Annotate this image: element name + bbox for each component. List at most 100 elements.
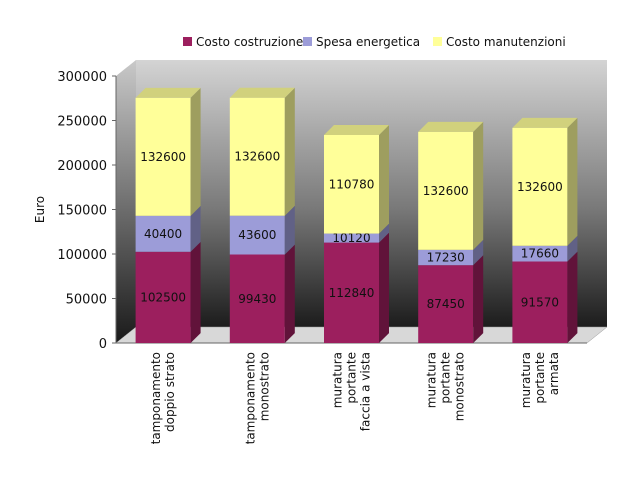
bar-segment xyxy=(512,235,578,262)
data-label: 17660 xyxy=(521,247,559,261)
legend-label: Spesa energetica xyxy=(316,35,420,49)
y-axis: 0 50000 100000 150000 200000 250000 300000 Euro xyxy=(33,70,117,352)
bar-segment xyxy=(229,244,295,343)
bar-side xyxy=(190,205,201,252)
x-category-line: muratura xyxy=(425,352,439,408)
bar-segment xyxy=(229,87,295,216)
y-tick-label: 150000 xyxy=(57,204,107,219)
data-label: 132600 xyxy=(234,150,280,164)
bar-segment xyxy=(418,239,484,266)
x-category-line: muratura xyxy=(519,352,533,408)
x-category-line: faccia a vista xyxy=(359,352,373,431)
bar-front xyxy=(135,215,191,252)
bar-segment xyxy=(418,255,484,343)
x-category-line: tamponamento xyxy=(243,352,257,444)
bar-front xyxy=(229,97,285,216)
x-category-line: monostrato xyxy=(257,352,271,421)
bar-side xyxy=(473,121,484,250)
bar-segment xyxy=(324,125,389,234)
bar-side xyxy=(190,87,201,216)
bar-side xyxy=(567,117,578,246)
data-label: 17230 xyxy=(427,251,465,265)
bar-front xyxy=(135,97,191,216)
bar-segment xyxy=(418,121,484,250)
bar-top xyxy=(512,117,578,128)
x-category-line: monostrato xyxy=(453,352,467,421)
data-label: 43600 xyxy=(238,228,276,242)
bar-front xyxy=(512,127,568,246)
bar-segment xyxy=(324,223,389,243)
x-category-line: doppio strato xyxy=(163,352,177,432)
bar-side xyxy=(284,87,295,216)
bar-side xyxy=(567,251,578,343)
bar-front xyxy=(512,245,568,262)
x-category-line: tamponamento xyxy=(149,352,163,444)
bar-side xyxy=(379,125,389,234)
bar-top xyxy=(229,87,295,98)
bar-side xyxy=(284,244,295,343)
data-label: 132600 xyxy=(140,150,186,164)
bar-segment xyxy=(135,87,201,216)
bar-side xyxy=(473,255,484,343)
x-category-line: muratura xyxy=(331,352,345,408)
bar-segment xyxy=(135,205,201,252)
bar-front xyxy=(418,131,474,250)
bar-side xyxy=(567,235,578,262)
legend-label: Costo manutenzioni xyxy=(446,35,566,49)
y-tick-label: 0 xyxy=(99,337,107,352)
x-category-line: portante xyxy=(439,352,453,404)
bars: 102500 40400 132600 99430 43600 132600 112840 1… xyxy=(135,87,578,343)
bar-side xyxy=(379,232,389,343)
bar-segment xyxy=(229,205,295,255)
bar-side xyxy=(190,241,201,343)
bar-front xyxy=(512,261,568,343)
bar-front xyxy=(324,242,379,343)
bar-segment xyxy=(324,232,389,343)
data-label: 132600 xyxy=(517,180,563,194)
bar-front xyxy=(324,134,379,234)
y-tick-label: 300000 xyxy=(57,70,107,85)
data-label: 10120 xyxy=(332,231,370,245)
legend-swatch xyxy=(183,37,192,46)
x-category-label: muratura portante monostrato xyxy=(425,352,467,421)
x-axis: tamponamento doppio strato tamponamento mon… xyxy=(149,352,561,444)
x-category-line: portante xyxy=(345,352,359,404)
data-label: 99430 xyxy=(238,292,276,306)
bar-front xyxy=(229,254,285,343)
legend: Costo costruzione Spesa energetica Costo m… xyxy=(183,35,566,49)
x-category-label: tamponamento monostrato xyxy=(243,352,271,444)
data-label: 91570 xyxy=(521,295,559,309)
bar-top xyxy=(418,121,484,132)
bar-side xyxy=(284,205,295,255)
bar-top xyxy=(135,87,201,98)
legend-swatch xyxy=(433,37,442,46)
data-label: 110780 xyxy=(329,177,375,191)
legend-label: Costo costruzione xyxy=(196,35,303,49)
data-label: 112840 xyxy=(329,286,375,300)
y-tick-label: 200000 xyxy=(57,159,107,174)
x-category-label: muratura portante armata xyxy=(519,352,561,408)
data-label: 40400 xyxy=(144,227,182,241)
legend-swatch xyxy=(303,37,312,46)
y-tick-label: 250000 xyxy=(57,115,107,130)
x-category-line: portante xyxy=(533,352,547,404)
bar-top xyxy=(324,125,389,135)
bar-front xyxy=(418,265,474,343)
data-label: 102500 xyxy=(140,290,186,304)
bar-segment xyxy=(512,251,578,343)
x-category-line: armata xyxy=(547,352,561,395)
x-category-label: tamponamento doppio strato xyxy=(149,352,177,444)
bar-front xyxy=(135,251,191,343)
bar-segment xyxy=(135,241,201,343)
x-category-label: muratura portante faccia a vista xyxy=(331,352,373,431)
y-tick-label: 100000 xyxy=(57,248,107,263)
data-label: 87450 xyxy=(427,297,465,311)
bar-front xyxy=(418,249,474,266)
data-label: 132600 xyxy=(423,184,469,198)
bar-front xyxy=(229,215,285,255)
y-tick-label: 50000 xyxy=(66,293,107,308)
side-wall xyxy=(116,60,136,343)
bar-side xyxy=(379,223,389,243)
y-axis-title: Euro xyxy=(33,196,47,223)
